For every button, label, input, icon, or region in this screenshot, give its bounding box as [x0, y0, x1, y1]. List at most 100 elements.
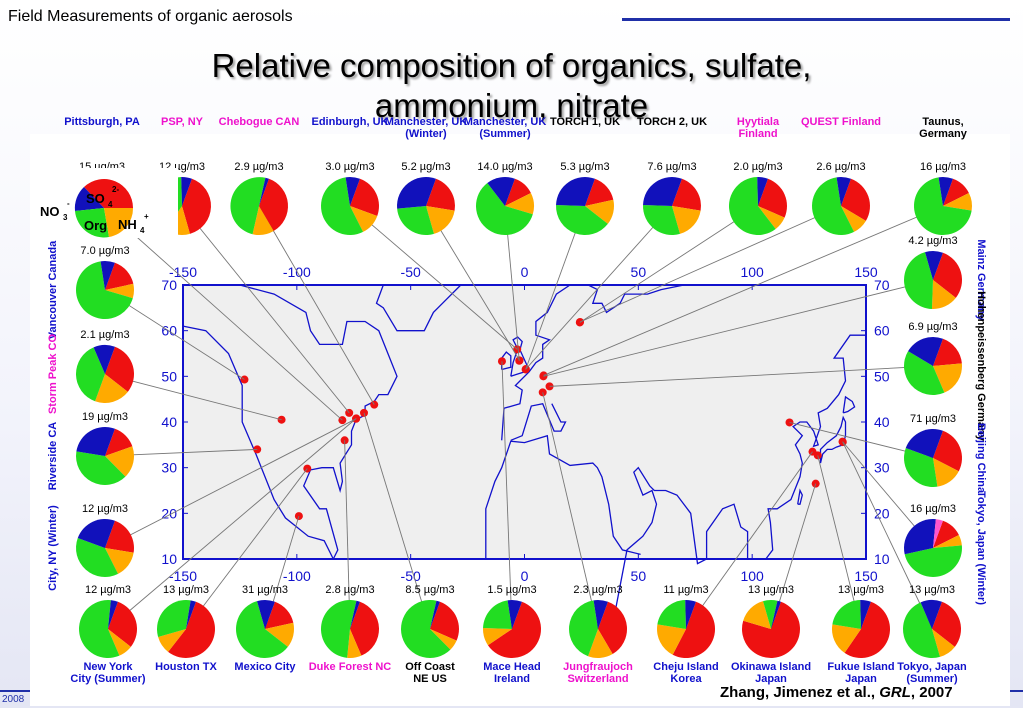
- pie-slice: [252, 206, 274, 235]
- pie-slice: [556, 177, 595, 206]
- pie-slice: [108, 600, 118, 629]
- pie-slice: [105, 346, 135, 392]
- pie-slice: [347, 629, 362, 659]
- pie-slice: [920, 599, 942, 629]
- y-tick-label-right: 20: [874, 505, 890, 521]
- pie-slice: [585, 178, 614, 206]
- pie-slice: [236, 601, 288, 659]
- legend-so4-sup: 2-: [112, 185, 119, 194]
- site-label: Manchester, UK: [385, 116, 468, 128]
- concentration-label: 13 µg/m3: [748, 584, 794, 596]
- site-label: Off Coast: [405, 661, 455, 673]
- pie-slice: [397, 177, 436, 209]
- pie-slice: [933, 363, 962, 393]
- pie-slice: [505, 192, 534, 215]
- pie-slice: [483, 600, 512, 629]
- pie-slice: [811, 177, 855, 236]
- pie-slice: [320, 599, 357, 658]
- pie-slice: [181, 176, 192, 206]
- concentration-label: 3.0 µg/m3: [325, 161, 374, 173]
- pie-slice: [350, 178, 379, 216]
- pie-slice: [836, 177, 851, 206]
- concentration-label: 12 µg/m3: [82, 503, 128, 515]
- pie-slice: [105, 283, 134, 299]
- site-pie-group: 4.2 µg/m3 Mainz Germany: [904, 235, 987, 322]
- pie-slice: [757, 176, 768, 206]
- pie-slice: [350, 600, 360, 629]
- site-label: Tokyo, Japan (Winter): [975, 491, 987, 605]
- site-label: Okinawa Island: [731, 661, 811, 673]
- site-label: Duke Forest NC: [309, 661, 392, 673]
- site-label: Manchester, UK: [464, 116, 547, 128]
- pie-slice: [556, 204, 608, 236]
- concentration-label: 13 µg/m3: [163, 584, 209, 596]
- concentration-label: 2.8 µg/m3: [325, 584, 374, 596]
- leader-line: [543, 279, 934, 377]
- y-tick-label-right: 30: [874, 460, 890, 476]
- legend-no3-sub: 3: [63, 213, 68, 222]
- pie-slice: [430, 601, 459, 641]
- pie-slice: [904, 448, 938, 487]
- y-tick-label-right: 60: [874, 323, 890, 339]
- pie-slice: [933, 252, 963, 298]
- x-tick-label-bottom: -150: [169, 568, 197, 584]
- site-label: Japan: [755, 673, 787, 685]
- pie-slice: [475, 183, 533, 236]
- pie-slice: [350, 601, 380, 656]
- site-pie-group: 2.1 µg/m3 Storm Peak CO: [47, 329, 135, 415]
- pie-slice: [588, 629, 613, 658]
- site-pie-group: 6.9 µg/m3 Hohenpeissenberg Germany: [903, 291, 987, 442]
- site-label: Tokyo, Japan: [897, 661, 967, 673]
- pie-slice: [758, 206, 785, 229]
- concentration-label: 16 µg/m3: [920, 161, 966, 173]
- pie-slice: [105, 428, 133, 456]
- pie-slice: [908, 337, 943, 366]
- pie-slice: [913, 177, 972, 236]
- site-label: Storm Peak CO: [47, 334, 59, 415]
- site-label: Japan: [845, 673, 877, 685]
- site-pie-group: 7.0 µg/m3 Vancouver Canada: [47, 240, 134, 339]
- pie-slice: [76, 538, 119, 578]
- concentration-label: 2.9 µg/m3: [234, 161, 283, 173]
- pie-slice: [265, 622, 295, 647]
- pie-slice: [105, 446, 135, 477]
- y-tick-label-left: 20: [161, 505, 177, 521]
- concentration-label: 13 µg/m3: [838, 584, 884, 596]
- pie-slice: [483, 627, 512, 646]
- concentration-label: 14.0 µg/m3: [477, 161, 532, 173]
- pie-slice: [672, 206, 701, 234]
- pie-slice: [76, 451, 126, 486]
- x-tick-label-bottom: -100: [283, 568, 311, 584]
- site-pie-group: 12 µg/m3 City, NY (Winter): [47, 503, 134, 591]
- site-label: New York: [83, 661, 133, 673]
- leader-line: [543, 205, 944, 376]
- site-label: Germany: [919, 128, 968, 140]
- site-label: Hyytiala: [737, 116, 780, 128]
- pie-slice: [186, 600, 196, 629]
- concentration-label: 71 µg/m3: [910, 413, 956, 425]
- pie-slice: [832, 624, 861, 653]
- y-tick-label-left: 10: [161, 551, 177, 567]
- site-label: Mace Head: [483, 661, 540, 673]
- pie-slice: [933, 534, 962, 548]
- site-pie-group: 5.2 µg/m3 Manchester, UK(Winter): [385, 116, 468, 235]
- leader-line: [549, 365, 934, 387]
- pie-slice: [763, 600, 778, 629]
- footer-year: 2008: [2, 694, 25, 705]
- pie-slice: [938, 177, 953, 206]
- leader-line: [104, 418, 357, 549]
- slide-title: Relative composition of organics, sulfat…: [0, 46, 1023, 126]
- pie-slice: [933, 519, 943, 548]
- mediterranean-north: [510, 402, 567, 441]
- pie-slice: [728, 177, 776, 235]
- slide-title-line2: ammonium, nitrate: [374, 87, 649, 124]
- europe-west-coast: [501, 284, 571, 441]
- y-tick-label-left: 30: [161, 460, 177, 476]
- concentration-label: 13 µg/m3: [909, 584, 955, 596]
- pie-slice: [657, 600, 686, 629]
- legend-slice-no3: [74, 187, 104, 211]
- leader-line: [104, 373, 282, 421]
- site-label: Switzerland: [567, 673, 628, 685]
- y-tick-label-right: 50: [874, 368, 890, 384]
